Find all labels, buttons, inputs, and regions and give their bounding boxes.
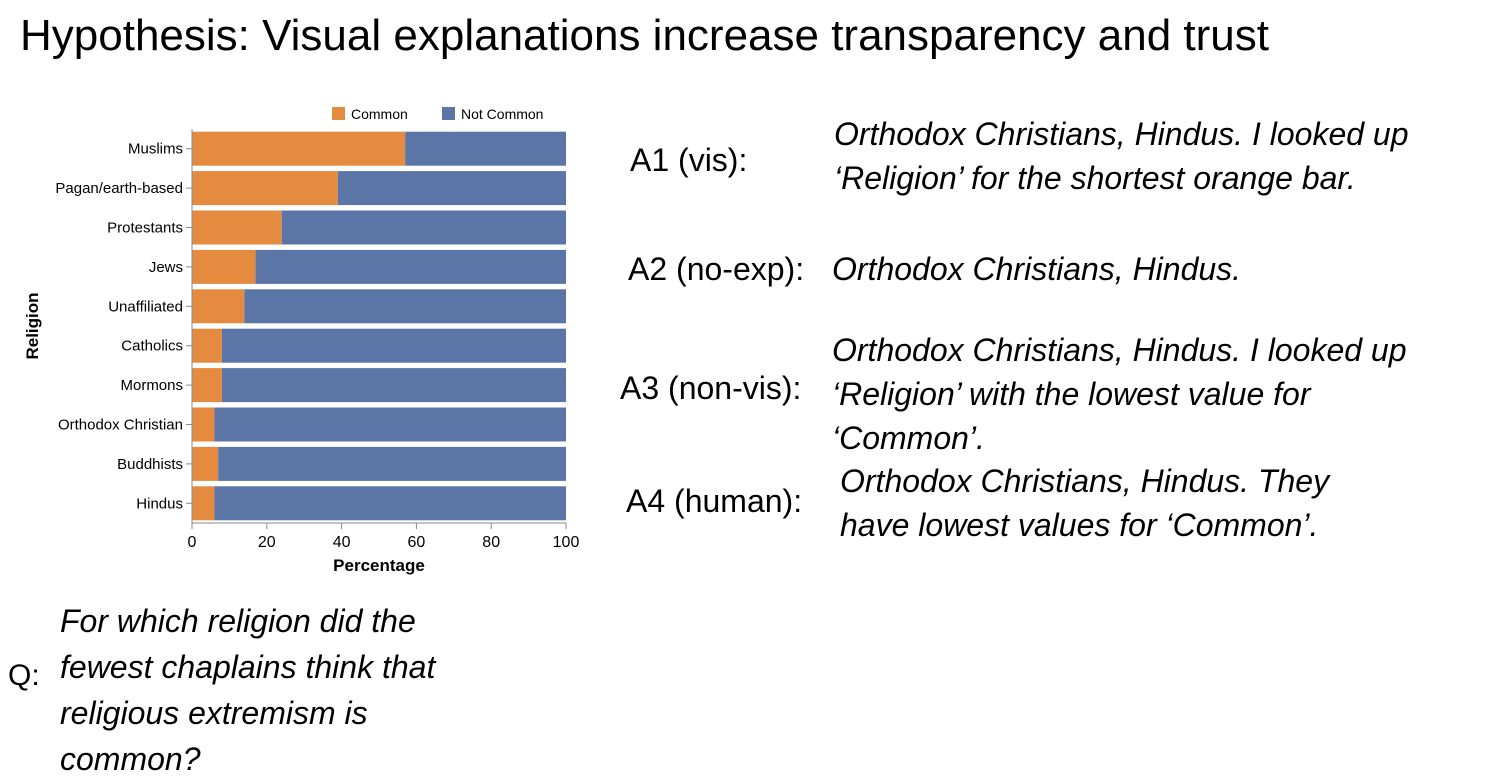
x-tick-label: 60: [408, 534, 426, 551]
question-line: fewest chaplains think that: [60, 649, 436, 685]
answer-3-label: A3 (non-vis):: [620, 370, 802, 406]
bar-common: [192, 328, 222, 363]
question-label: Q:: [8, 659, 40, 692]
bar-not-common: [255, 249, 566, 284]
answer-3-line: ‘Religion’ with the lowest value for: [832, 376, 1311, 412]
answer-2-text: Orthodox Christians, Hindus.: [832, 247, 1241, 291]
question-line: For which religion did the: [60, 603, 416, 639]
chart-bars: [192, 131, 567, 521]
x-axis: 0 20 40 60 80 100: [188, 522, 580, 551]
answer-1-line: ‘Religion’ for the shortest orange bar.: [834, 160, 1356, 196]
y-axis: Muslims Pagan/earth-based Protestants Jews U…: [55, 129, 193, 523]
answer-2-line: Orthodox Christians, Hindus.: [832, 251, 1242, 287]
x-tick-label: 40: [333, 534, 351, 551]
y-tick-label: Unaffiliated: [108, 298, 183, 315]
question-line: common?: [60, 741, 201, 777]
stacked-bar-chart: Common Not Common Muslims Pagan/earth-base…: [23, 106, 580, 575]
y-tick-label: Muslims: [128, 141, 183, 158]
y-tick-label: Hindus: [136, 495, 183, 512]
bar-common: [192, 407, 215, 442]
bar-common: [192, 446, 219, 481]
legend-swatch-not-common: [442, 107, 455, 120]
y-tick-label: Mormons: [120, 377, 183, 394]
answer-4-line: Orthodox Christians, Hindus. They: [840, 463, 1330, 499]
answer-1-line: Orthodox Christians, Hindus. I looked up: [834, 116, 1409, 152]
bar-not-common: [281, 210, 566, 245]
y-tick-label: Protestants: [107, 220, 183, 237]
answer-4-text: Orthodox Christians, Hindus. They have l…: [840, 459, 1329, 547]
x-tick-label: 100: [553, 534, 580, 551]
y-tick-label: Orthodox Christian: [58, 417, 183, 434]
y-tick-label: Jews: [149, 259, 183, 276]
bar-common: [192, 249, 256, 284]
bar-not-common: [244, 289, 567, 324]
x-tick-label: 80: [482, 534, 500, 551]
answer-1-label: A1 (vis):: [630, 142, 748, 178]
bar-not-common: [214, 486, 566, 521]
bar-common: [192, 210, 282, 245]
question-line: religious extremism is: [60, 695, 368, 731]
answer-4-label: A4 (human):: [626, 483, 803, 519]
bar-not-common: [218, 446, 566, 481]
legend-swatch-common: [332, 107, 345, 120]
legend-label-common: Common: [351, 106, 408, 122]
bar-not-common: [337, 171, 566, 206]
x-axis-label: Percentage: [333, 556, 425, 575]
slide-title: Hypothesis: Visual explanations increase…: [20, 11, 1269, 60]
bar-common: [192, 289, 245, 324]
answer-2-label: A2 (no-exp):: [628, 251, 805, 287]
answer-4-line: have lowest values for ‘Common’.: [840, 507, 1319, 543]
bar-not-common: [405, 131, 566, 166]
bar-common: [192, 368, 222, 403]
y-tick-label: Pagan/earth-based: [55, 180, 183, 197]
bar-common: [192, 131, 406, 166]
x-tick-label: 0: [188, 534, 197, 551]
answer-3-text: Orthodox Christians, Hindus. I looked up…: [832, 328, 1407, 460]
bar-common: [192, 486, 215, 521]
bar-common: [192, 171, 338, 206]
chart-legend: Common Not Common: [332, 106, 543, 122]
answer-3-line: Orthodox Christians, Hindus. I looked up: [832, 332, 1407, 368]
y-axis-label: Religion: [23, 292, 42, 359]
bar-not-common: [214, 407, 566, 442]
y-tick-label: Buddhists: [117, 456, 183, 473]
answer-3-line: ‘Common’.: [832, 420, 985, 456]
y-tick-label: Catholics: [121, 338, 183, 355]
question-text: For which religion did the fewest chapla…: [60, 598, 435, 782]
x-tick-label: 20: [258, 534, 276, 551]
legend-label-not-common: Not Common: [461, 106, 543, 122]
bar-not-common: [221, 368, 567, 403]
bar-not-common: [221, 328, 567, 363]
answer-1-text: Orthodox Christians, Hindus. I looked up…: [834, 112, 1409, 200]
